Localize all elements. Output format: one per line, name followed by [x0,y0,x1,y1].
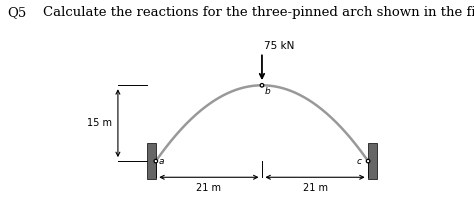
Text: c: c [357,157,362,166]
Text: 21 m: 21 m [196,183,221,193]
Bar [147,143,156,179]
Text: 15 m: 15 m [87,118,112,128]
Circle shape [366,159,370,163]
Circle shape [154,159,157,163]
Text: a: a [159,157,164,166]
Bar [368,143,377,179]
Text: b: b [264,87,270,96]
Text: Calculate the reactions for the three-pinned arch shown in the figure below.: Calculate the reactions for the three-pi… [43,6,474,19]
Circle shape [260,84,264,87]
Text: Q5: Q5 [7,6,27,19]
Text: 75 kN: 75 kN [264,41,294,51]
Text: 21 m: 21 m [302,183,328,193]
